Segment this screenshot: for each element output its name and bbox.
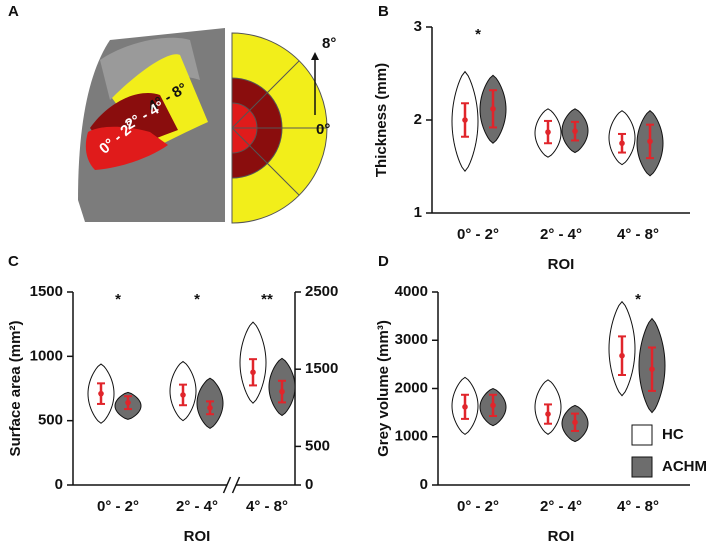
legend-label: ACHM <box>662 458 707 475</box>
panel-label: A <box>8 3 19 20</box>
y-axis-title: Thickness (mm) <box>373 63 390 177</box>
mean-point <box>279 388 285 395</box>
y-tick-label: 1500 <box>30 283 63 300</box>
y-tick-label: 2000 <box>395 379 428 396</box>
mean-point <box>619 352 625 359</box>
scale-label: 0° <box>316 121 330 138</box>
significance: * <box>115 291 121 308</box>
mean-point <box>545 411 551 417</box>
y-axis-title: Grey volume (mm³) <box>375 320 392 457</box>
legend-label: HC <box>662 426 684 443</box>
arrow-head <box>311 52 319 60</box>
y2-tick-label: 1500 <box>305 360 338 377</box>
x-axis-title: ROI <box>548 256 575 273</box>
y2-tick-label: 2500 <box>305 283 338 300</box>
mean-point <box>490 106 496 112</box>
significance: * <box>475 26 481 43</box>
panel-label: B <box>378 3 389 20</box>
panel-a: A 4° - 8° 2° - 4° 0° - 2° 8° 0° <box>8 3 336 224</box>
mean-point <box>125 399 131 406</box>
wedge-divider <box>231 60 300 129</box>
mean-point <box>619 140 625 147</box>
x-tick-label: 0° - 2° <box>457 498 499 515</box>
mean-point <box>572 419 578 426</box>
panel-label: C <box>8 253 19 270</box>
significance: ** <box>261 291 273 308</box>
y-tick-label: 4000 <box>395 283 428 300</box>
mean-point <box>545 129 551 135</box>
significance: * <box>635 291 641 308</box>
mean-point <box>462 404 468 410</box>
scale-label: 8° <box>322 35 336 52</box>
mean-point <box>250 369 256 376</box>
y-tick-label: 0 <box>55 476 63 493</box>
axis-break <box>222 476 232 494</box>
x-tick-label: 4° - 8° <box>617 226 659 243</box>
y-tick-label: 500 <box>38 412 63 429</box>
y-axis-title: Surface area (mm²) <box>7 321 24 457</box>
panel-label: D <box>378 253 389 270</box>
x-tick-label: 4° - 8° <box>617 498 659 515</box>
mean-point <box>207 405 213 411</box>
legend-swatch <box>631 424 653 446</box>
x-tick-label: 2° - 4° <box>176 498 218 515</box>
mean-point <box>572 128 578 134</box>
y-tick-label: 0 <box>420 476 428 493</box>
y-tick-label: 1000 <box>395 428 428 445</box>
y-tick-label: 3 <box>414 18 422 35</box>
mean-point <box>649 366 655 373</box>
mean-point <box>180 392 186 398</box>
x-axis-title: ROI <box>548 528 575 541</box>
x-tick-label: 0° - 2° <box>457 226 499 243</box>
significance: * <box>194 291 200 308</box>
x-tick-label: 4° - 8° <box>246 498 288 515</box>
mean-point <box>490 402 496 409</box>
y-tick-label: 3000 <box>395 331 428 348</box>
x-tick-label: 2° - 4° <box>540 498 582 515</box>
mean-point <box>98 390 104 397</box>
region-inner <box>85 126 168 170</box>
mean-point <box>462 117 468 123</box>
wedge-divider <box>231 127 300 196</box>
y-tick-label: 1 <box>414 204 422 221</box>
y-tick-label: 1000 <box>30 347 63 364</box>
legend-swatch <box>631 456 653 478</box>
y2-tick-label: 500 <box>305 437 330 454</box>
x-axis-title: ROI <box>184 528 211 541</box>
x-tick-label: 0° - 2° <box>97 498 139 515</box>
axis-break <box>231 476 241 494</box>
y2-tick-label: 0 <box>305 476 313 493</box>
x-tick-label: 2° - 4° <box>540 226 582 243</box>
y-tick-label: 2 <box>414 111 422 128</box>
mean-point <box>647 138 653 145</box>
